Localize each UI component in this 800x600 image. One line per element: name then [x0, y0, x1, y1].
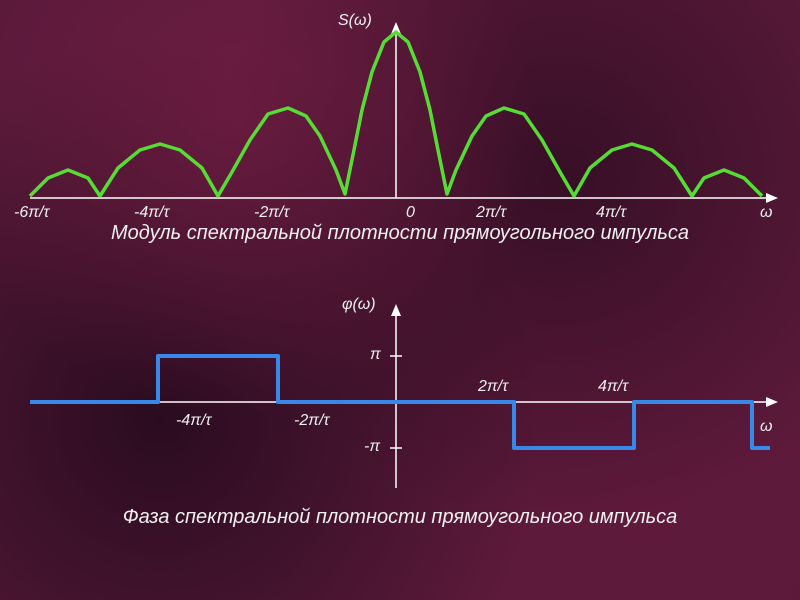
chart1-tick: -2π/τ: [254, 204, 289, 222]
chart1-y-label: S(ω): [338, 12, 372, 30]
chart1-tick: 2π/τ: [476, 204, 506, 222]
chart2-ytick: π: [370, 346, 381, 364]
chart1-x-label: ω: [760, 204, 772, 222]
chart1-tick: 4π/τ: [596, 204, 626, 222]
chart1-caption: Модуль спектральной плотности прямоуголь…: [0, 222, 800, 245]
chart2-x-label: ω: [760, 418, 772, 436]
chart2-caption: Фаза спектральной плотности прямоугольно…: [0, 506, 800, 529]
chart2-ytick: -π: [364, 438, 380, 456]
chart1-tick: -6π/τ: [14, 204, 49, 222]
chart2-xtick: 4π/τ: [598, 378, 628, 396]
chart2-y-label: φ(ω): [342, 296, 376, 314]
magnitude-chart: S(ω) ω 0 Модуль спектральной плотности п…: [0, 0, 800, 270]
chart2-xtick: -2π/τ: [294, 412, 329, 430]
chart2-xtick: -4π/τ: [176, 412, 211, 430]
chart2-xtick: 2π/τ: [478, 378, 508, 396]
chart1-tick: -4π/τ: [134, 204, 169, 222]
phase-chart: φ(ω) ω Фаза спектральной плотности прямо…: [0, 290, 800, 570]
chart1-origin-label: 0: [406, 204, 415, 222]
